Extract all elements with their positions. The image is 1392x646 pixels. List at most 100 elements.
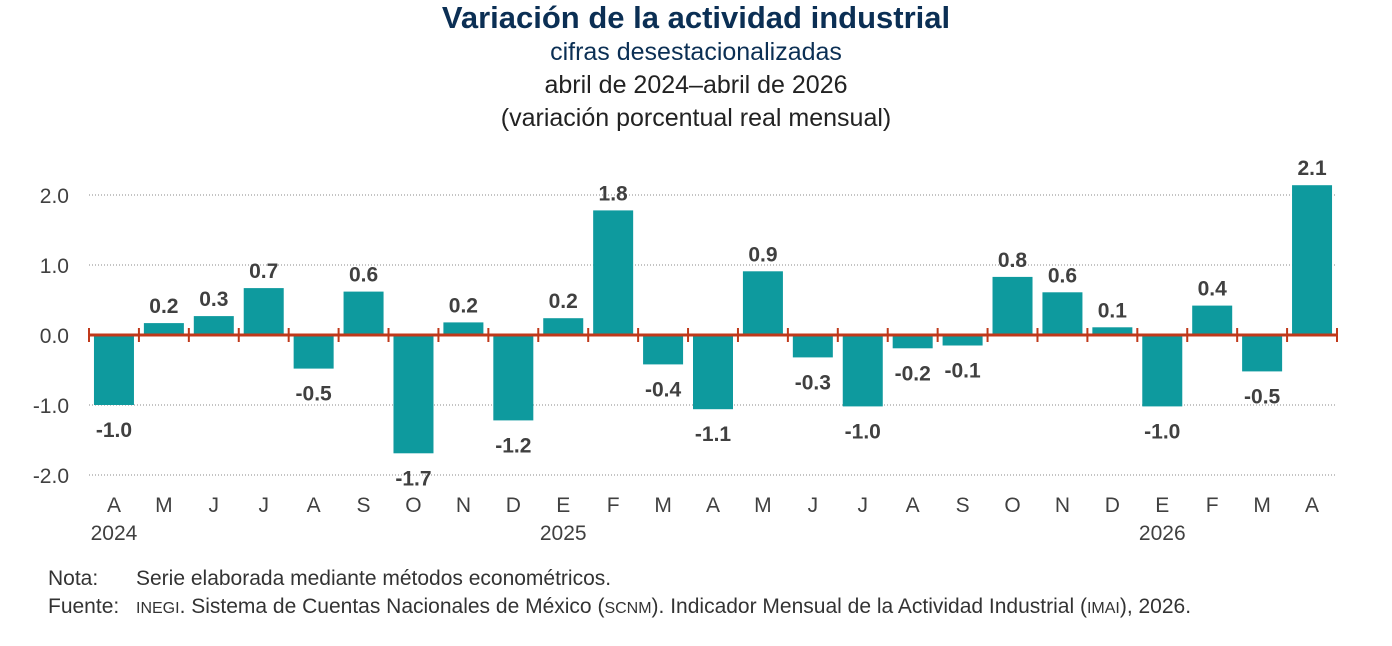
x-tick-label: M: [754, 494, 772, 517]
data-label: 0.6: [1048, 264, 1077, 287]
data-label: 0.2: [449, 294, 478, 317]
year-label: 2025: [540, 522, 587, 545]
data-label: 0.8: [998, 249, 1028, 272]
chart-units: (variación porcentual real mensual): [500, 104, 892, 132]
x-tick-label: M: [155, 494, 173, 517]
x-tick-label: J: [858, 494, 869, 517]
bar: [1042, 292, 1083, 335]
x-tick-label: F: [1206, 494, 1219, 517]
footnotes: Nota: Serie elaborada mediante métodos e…: [48, 565, 1191, 623]
data-label: -1.0: [96, 419, 132, 442]
source-scnm: SCNM: [604, 600, 652, 617]
x-tick-label: A: [107, 494, 121, 517]
x-tick-label: E: [1155, 494, 1169, 517]
x-tick-label: S: [357, 494, 371, 517]
x-tick-label: A: [706, 494, 720, 517]
data-label: -0.2: [895, 362, 931, 385]
source-text-1: . Sistema de Cuentas Nacionales de Méxic…: [179, 595, 605, 618]
data-label: 0.2: [549, 290, 578, 313]
x-tick-label: A: [1305, 494, 1319, 517]
data-label: 2.1: [1297, 157, 1327, 180]
note-row: Nota: Serie elaborada mediante métodos e…: [48, 565, 1191, 593]
chart-title: Variación de la actividad industrial: [441, 0, 951, 35]
y-tick-label: -2.0: [33, 465, 69, 488]
x-tick-label: N: [456, 494, 471, 517]
year-label: 2024: [91, 522, 138, 545]
bar: [1292, 185, 1333, 335]
bar: [942, 335, 983, 346]
y-tick-label: 0.0: [40, 325, 69, 348]
bar: [792, 335, 833, 358]
data-label: -1.0: [1144, 420, 1180, 443]
bar: [892, 335, 933, 349]
x-tick-label: D: [1105, 494, 1120, 517]
bar: [593, 210, 634, 335]
data-label: -1.1: [695, 423, 732, 446]
data-label: -0.5: [1244, 385, 1281, 408]
x-tick-label: M: [654, 494, 672, 517]
data-label: 0.9: [748, 243, 777, 266]
data-label: 0.3: [199, 288, 228, 311]
x-tick-label: N: [1055, 494, 1070, 517]
x-tick-label: A: [307, 494, 321, 517]
x-tick-label: J: [258, 494, 269, 517]
x-tick-label: J: [808, 494, 819, 517]
x-tick-label: O: [1004, 494, 1020, 517]
bar: [143, 323, 184, 335]
note-key: Nota:: [48, 567, 99, 590]
x-tick-label: O: [405, 494, 421, 517]
source-text-3: ), 2026.: [1119, 595, 1192, 618]
y-tick-label: 2.0: [40, 185, 69, 208]
bar: [1192, 305, 1233, 335]
data-label: -0.5: [296, 383, 333, 406]
data-label: 0.1: [1098, 299, 1128, 322]
y-tick-label: -1.0: [33, 395, 69, 418]
data-label: -1.7: [395, 467, 431, 490]
bar: [742, 271, 783, 335]
source-text-2: ). Indicador Mensual de la Actividad Ind…: [651, 595, 1087, 618]
x-tick-label: E: [556, 494, 570, 517]
bar: [693, 335, 733, 410]
chart-period: abril de 2024–abril de 2026: [544, 71, 848, 99]
year-label: 2026: [1139, 522, 1186, 545]
bar: [543, 318, 584, 335]
source-inegi: INEGI: [136, 600, 180, 617]
bar: [393, 335, 434, 454]
data-label: -1.2: [495, 434, 531, 457]
x-tick-label: A: [906, 494, 920, 517]
data-label: 0.4: [1198, 278, 1228, 301]
note-text: Serie elaborada mediante métodos economé…: [136, 567, 612, 590]
data-label: 0.6: [349, 264, 378, 287]
x-tick-label: M: [1253, 494, 1271, 517]
bar: [1092, 327, 1133, 335]
chart-subtitle: cifras desestacionalizadas: [550, 38, 842, 66]
bar: [493, 335, 534, 421]
chart-header: Variación de la actividad industrial cif…: [0, 0, 1392, 135]
data-label: -1.0: [845, 420, 881, 443]
bar: [842, 335, 883, 407]
source-key: Fuente:: [48, 595, 120, 618]
bar: [992, 276, 1033, 335]
bar-chart: 2.0 1.0 0.0 -1.0 -2.0 -1.0 0.2 0.3 0.7 -0.5 0.6 -1.…: [33, 157, 1338, 545]
x-tick-label: D: [506, 494, 521, 517]
data-label: 1.8: [599, 182, 629, 205]
data-label: 0.7: [249, 260, 278, 283]
source-imai: IMAI: [1086, 600, 1120, 617]
bar: [443, 322, 484, 335]
data-label: -0.1: [945, 360, 982, 383]
source-row: Fuente: INEGI. Sistema de Cuentas Nacion…: [48, 593, 1191, 623]
source-text: INEGI. Sistema de Cuentas Nacionales de …: [136, 593, 1191, 623]
bar: [243, 288, 284, 335]
x-tick-label: S: [956, 494, 970, 517]
bar: [343, 291, 384, 335]
bar: [93, 335, 134, 405]
data-label: -0.3: [795, 371, 831, 394]
bar: [293, 335, 334, 369]
bar: [193, 316, 234, 335]
x-tick-label: J: [209, 494, 220, 517]
y-tick-label: 1.0: [40, 255, 69, 278]
data-label: 0.2: [149, 295, 178, 318]
bar: [643, 335, 684, 365]
bar: [1242, 335, 1283, 372]
x-tick-label: F: [607, 494, 620, 517]
